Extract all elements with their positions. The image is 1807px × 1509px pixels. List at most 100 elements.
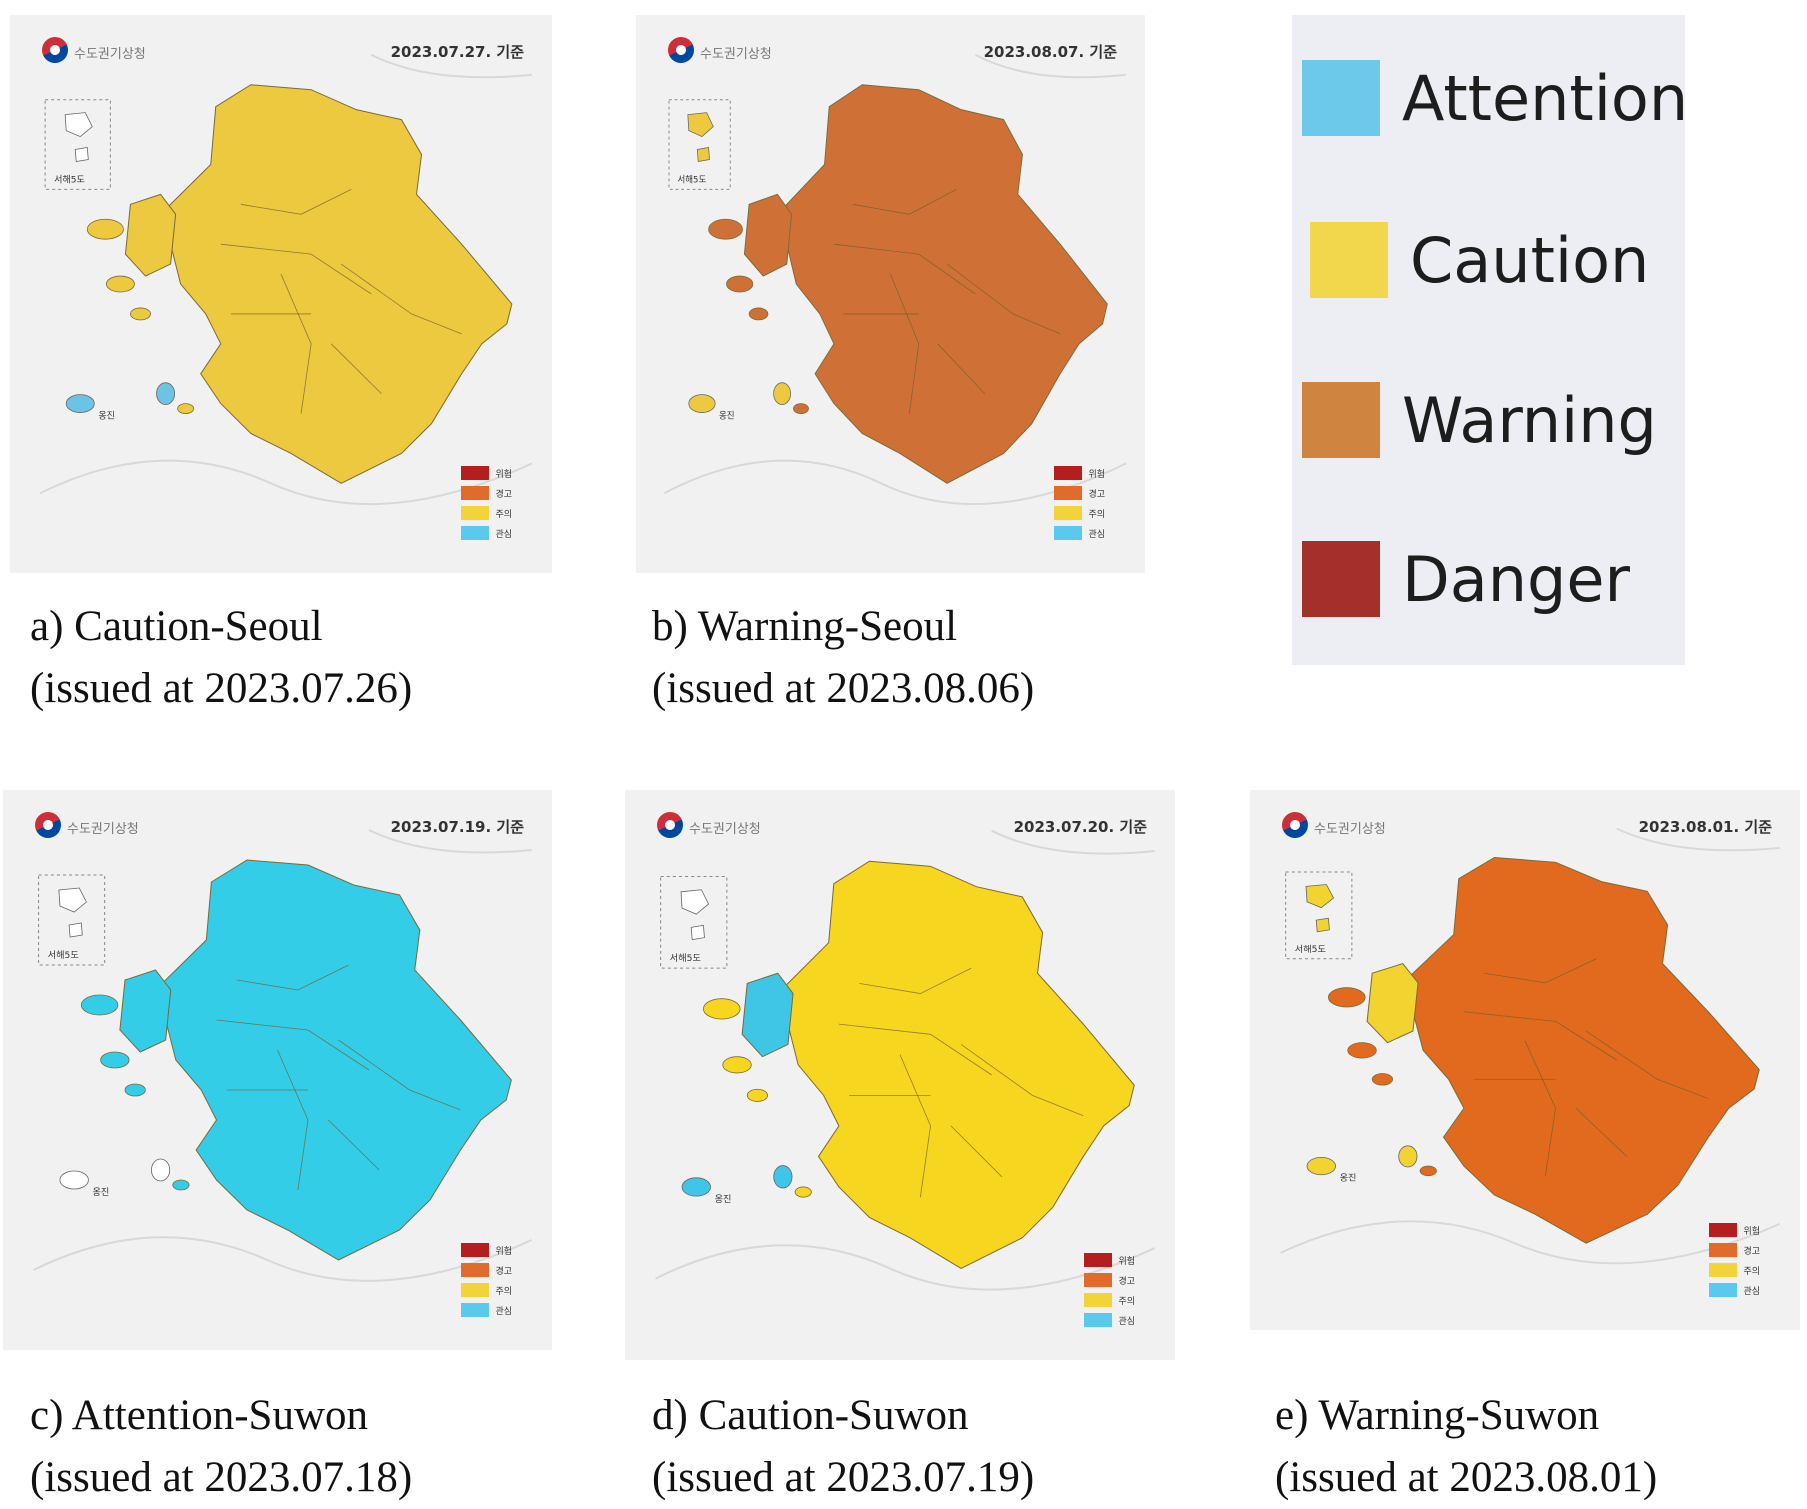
legend-item-attention: Attention xyxy=(1302,60,1688,136)
map-key-row: 위험 xyxy=(461,463,512,483)
map-key-row: 관심 xyxy=(461,523,512,543)
map-key-label: 위험 xyxy=(495,1246,512,1257)
map-key: 위험 경고 주의 관심 xyxy=(1084,1250,1135,1330)
map-key-label: 경고 xyxy=(495,489,512,500)
map-key-swatch xyxy=(461,466,490,480)
inset-label: 서해5도 xyxy=(677,174,706,185)
map-key-swatch xyxy=(461,1243,490,1257)
map-key-row: 주의 xyxy=(1054,503,1105,523)
map-key-swatch xyxy=(1054,486,1083,500)
map-key-row: 주의 xyxy=(461,1280,512,1300)
map-key-row: 위험 xyxy=(461,1240,512,1260)
inset-island xyxy=(1305,884,1335,909)
ongjin-island xyxy=(151,1158,171,1182)
map-key-row: 관심 xyxy=(461,1300,512,1320)
map-key-label: 경고 xyxy=(1743,1246,1760,1257)
coastal-island xyxy=(105,275,135,293)
district-boundary xyxy=(1524,1040,1556,1176)
caption-d: d) Caution-Suwon (issued at 2023.07.19) xyxy=(652,1385,1034,1509)
map-key-swatch xyxy=(1709,1243,1738,1257)
ongjin-island xyxy=(1398,1145,1418,1168)
map-key-swatch xyxy=(461,1303,490,1317)
district-boundary xyxy=(960,1044,1084,1117)
map-key-swatch xyxy=(1084,1293,1113,1307)
background-boundary xyxy=(655,1244,1156,1291)
map-key-row: 경고 xyxy=(461,483,512,503)
province-shape xyxy=(159,84,513,484)
map-key-label: 위험 xyxy=(1088,469,1105,480)
background-boundary xyxy=(663,459,1127,506)
inset-box xyxy=(38,874,106,966)
legend-swatch-warning xyxy=(1302,382,1380,458)
coastal-island xyxy=(748,307,769,321)
caption-c-line2: (issued at 2023.07.18) xyxy=(30,1454,413,1501)
coastal-island xyxy=(703,998,741,1020)
inset-box xyxy=(1285,871,1353,960)
ongjin-label: 옹진 xyxy=(719,410,735,421)
caption-a: a) Caution-Seoul (issued at 2023.07.26) xyxy=(30,596,412,720)
ganghwa-island xyxy=(119,969,172,1053)
district-boundary xyxy=(280,273,312,414)
coastal-island xyxy=(124,1083,146,1097)
inset-label: 서해5도 xyxy=(1295,944,1326,955)
caption-e: e) Warning-Suwon (issued at 2023.08.01) xyxy=(1275,1385,1657,1509)
district-boundary xyxy=(838,1023,992,1076)
ganghwa-island xyxy=(1366,963,1419,1044)
map-date: 2023.07.27. 기준 xyxy=(390,43,524,61)
ganghwa-island xyxy=(741,972,794,1058)
map-key-row: 주의 xyxy=(1084,1290,1135,1310)
map-panel-b: 서해5도 옹진 수도권기상청 2023.08.07. 기준 위험 경고 주의 관심 xyxy=(636,15,1145,573)
map-date: 2023.07.19. 기준 xyxy=(390,818,524,836)
district-boundary xyxy=(340,263,462,335)
coastal-island xyxy=(794,1186,812,1198)
district-boundary xyxy=(1484,958,1597,984)
legend-item-caution: Caution xyxy=(1302,222,1649,298)
district-boundary xyxy=(240,189,352,215)
map-key-label: 주의 xyxy=(495,1286,512,1297)
map-key-swatch xyxy=(461,1283,490,1297)
ongjin-label: 옹진 xyxy=(98,411,115,422)
map-key-swatch xyxy=(461,526,490,540)
map-key-swatch xyxy=(1084,1313,1113,1327)
inset-island xyxy=(690,924,705,941)
caption-a-line1: a) Caution-Seoul xyxy=(30,603,323,650)
coastal-island xyxy=(172,1179,190,1191)
map-key-label: 관심 xyxy=(495,1306,512,1317)
inset-island xyxy=(58,887,87,913)
map-date: 2023.08.01. 기준 xyxy=(1638,818,1772,836)
caption-e-line2: (issued at 2023.08.01) xyxy=(1275,1454,1658,1501)
ongjin-island xyxy=(773,382,791,406)
province-shape xyxy=(776,84,1108,484)
map-date: 2023.07.20. 기준 xyxy=(1013,818,1147,836)
map-key-label: 주의 xyxy=(1118,1296,1135,1307)
inset-box xyxy=(44,99,111,190)
inset-island xyxy=(680,889,710,915)
legend-label-danger: Danger xyxy=(1402,542,1631,616)
legend-swatch-danger xyxy=(1302,541,1380,617)
district-boundary xyxy=(1575,1107,1628,1157)
map-key-label: 경고 xyxy=(495,1266,512,1277)
legend-swatch-attention xyxy=(1302,60,1380,136)
legend-item-warning: Warning xyxy=(1302,382,1657,458)
map-key-row: 주의 xyxy=(461,503,512,523)
coastal-island xyxy=(130,307,151,321)
map-key-swatch xyxy=(1054,526,1083,540)
inset-island xyxy=(74,147,89,162)
map-key-label: 위험 xyxy=(1118,1256,1135,1267)
district-boundary xyxy=(216,1019,370,1071)
caption-d-line2: (issued at 2023.07.19) xyxy=(652,1454,1035,1501)
caption-e-line1: e) Warning-Suwon xyxy=(1275,1392,1600,1439)
inset-island xyxy=(64,112,93,138)
caption-a-line2: (issued at 2023.07.26) xyxy=(30,665,413,712)
ongjin-label: 옹진 xyxy=(715,1194,732,1205)
coastal-island xyxy=(80,994,119,1016)
province-shape xyxy=(1402,857,1760,1244)
map-key-swatch xyxy=(1054,466,1083,480)
